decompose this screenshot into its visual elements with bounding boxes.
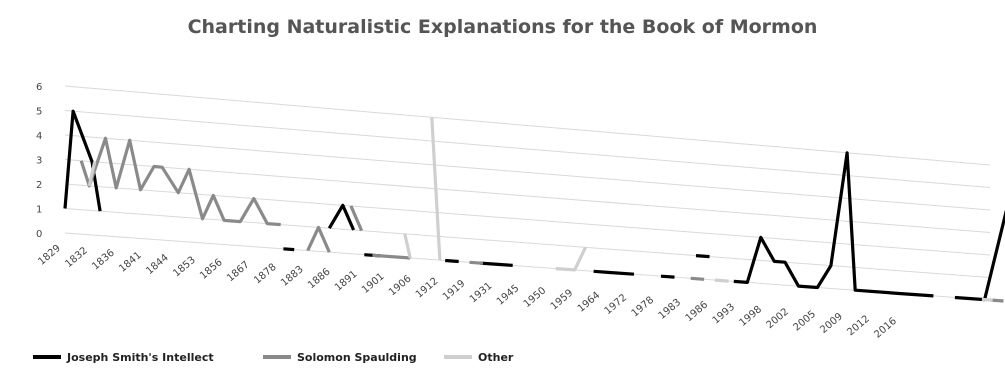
x-tick-label: 1998	[738, 304, 765, 329]
series-line	[63, 109, 102, 212]
x-tick-label: 1931	[468, 281, 495, 306]
series-line	[480, 261, 513, 267]
x-tick-label: 1883	[279, 264, 306, 289]
x-tick-label: 1853	[171, 255, 198, 280]
x-tick-label: 1950	[522, 285, 549, 310]
series-line	[306, 225, 331, 253]
x-tick-label: 1978	[630, 295, 657, 320]
series-line	[79, 136, 281, 227]
chart-title: Charting Naturalistic Explanations for t…	[187, 16, 818, 38]
x-tick-label: 1829	[36, 243, 63, 268]
y-tick-label: 5	[36, 107, 42, 118]
x-tick-label: 2002	[764, 306, 791, 331]
y-tick-label: 1	[36, 205, 42, 216]
y-tick-label: 6	[36, 82, 42, 93]
series-line	[403, 233, 412, 259]
x-tick-label: 1836	[90, 248, 117, 273]
x-tick-label: 1945	[495, 283, 522, 308]
x-tick-label: 1919	[441, 278, 468, 303]
series-line	[695, 254, 710, 259]
gridline	[64, 232, 991, 301]
legend-label: Solomon Spaulding	[297, 351, 417, 364]
series-line	[87, 161, 97, 187]
series-line	[555, 246, 587, 272]
x-tick-label: 1841	[117, 250, 144, 275]
x-tick-label: 2012	[845, 313, 872, 338]
gridline	[64, 134, 991, 211]
gridline	[64, 208, 991, 278]
series-line	[690, 276, 705, 281]
series-line	[593, 269, 635, 276]
x-tick-label: 2005	[791, 309, 818, 334]
y-tick-label: 0	[36, 229, 42, 240]
series-line	[714, 278, 729, 283]
series-line	[733, 151, 934, 298]
x-tick-label: 1901	[360, 271, 387, 296]
x-tick-label: 1867	[225, 259, 252, 284]
series-line	[469, 260, 484, 265]
series-line	[283, 247, 295, 252]
x-tick-label: 1964	[576, 290, 603, 315]
series-line	[954, 210, 1005, 302]
y-tick-label: 4	[36, 131, 42, 142]
series-line	[981, 297, 993, 302]
x-tick-label: 1983	[657, 297, 684, 322]
gridline	[64, 183, 991, 256]
x-tick-label: 2009	[818, 311, 845, 336]
y-tick-label: 2	[36, 180, 42, 191]
y-tick-label: 3	[36, 156, 42, 167]
x-tick-label: 1891	[333, 269, 360, 294]
x-tick-label: 1844	[144, 252, 171, 277]
x-tick-label: 2016	[872, 316, 899, 341]
series-line	[372, 253, 411, 260]
series-line	[430, 117, 442, 261]
x-tick-label: 1856	[198, 257, 225, 282]
x-tick-label: 1906	[387, 273, 414, 298]
series-line	[327, 203, 356, 231]
series-line	[349, 205, 364, 232]
x-tick-label: 1959	[549, 288, 576, 313]
gridline	[64, 85, 991, 166]
x-tick-label: 1972	[603, 292, 630, 317]
x-tick-label: 1886	[306, 266, 333, 291]
series-line	[445, 258, 459, 264]
legend-label: Joseph Smith's Intellect	[66, 351, 214, 364]
x-tick-label: 1993	[711, 302, 738, 327]
gridline	[64, 110, 991, 188]
series-line	[660, 274, 675, 279]
legend-label: Other	[478, 351, 514, 364]
x-tick-label: 1986	[684, 299, 711, 324]
x-tick-label: 1878	[252, 262, 279, 287]
x-tick-label: 1832	[63, 245, 90, 270]
x-tick-label: 1912	[414, 276, 441, 301]
